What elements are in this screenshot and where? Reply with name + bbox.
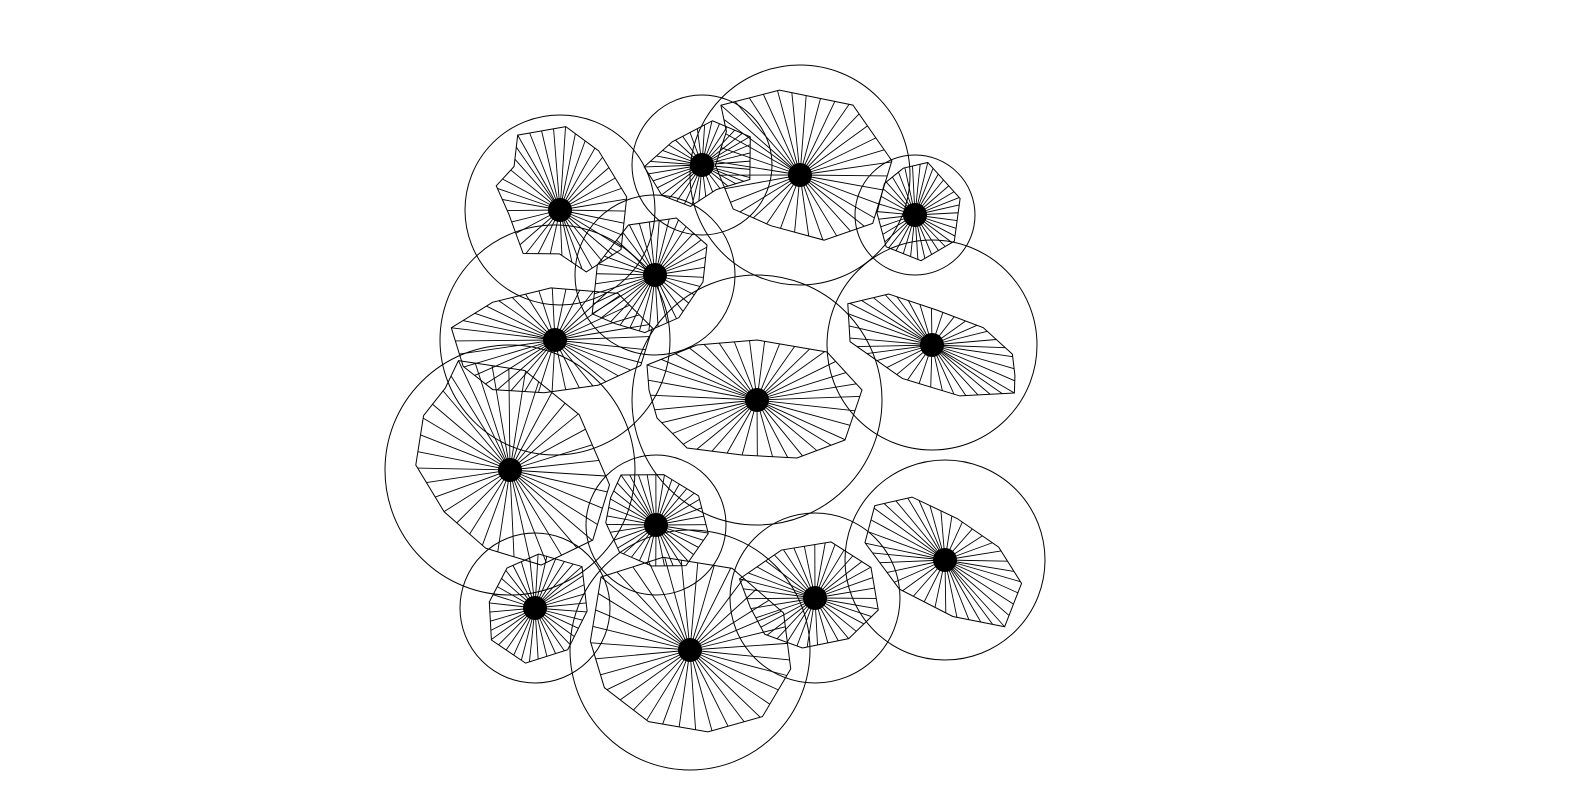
leaf-ray — [620, 650, 690, 700]
leaf-ray — [510, 470, 514, 557]
leaf-ray — [510, 470, 546, 563]
leaf-ray — [421, 435, 510, 470]
leaf-ray — [681, 560, 690, 650]
leaf-ray — [633, 650, 690, 710]
leaf-ray — [510, 470, 592, 540]
leaf-ray — [800, 104, 849, 175]
leaf-ray — [800, 175, 887, 176]
leaf-ray — [757, 400, 850, 425]
leaf-0 — [465, 115, 655, 305]
leaf-ray — [509, 368, 510, 470]
leaf-ray — [932, 345, 1014, 393]
leaf-center — [788, 163, 812, 187]
leaf-ray — [690, 650, 760, 717]
leaf-ray — [426, 470, 510, 483]
leaf-ray — [443, 391, 510, 470]
leaf-center — [920, 333, 944, 357]
leaf-ray — [690, 650, 770, 704]
leaf-7 — [440, 225, 670, 455]
leaf-ray — [475, 313, 555, 340]
leaf-ray — [650, 395, 757, 400]
leaf-ray — [690, 650, 712, 731]
leaf-ray — [690, 650, 744, 722]
leaf-ray — [423, 418, 510, 470]
geometric-diagram — [0, 0, 1573, 805]
leaf-11 — [570, 530, 810, 770]
leaf-ray — [683, 400, 757, 444]
leaf-center — [523, 596, 547, 620]
leaf-8 — [385, 345, 635, 595]
leaf-ray — [555, 337, 650, 340]
leaf-ray — [661, 359, 757, 400]
leaf-ray — [433, 404, 510, 470]
leaf-ray — [510, 470, 577, 548]
leaf-ray — [510, 445, 592, 470]
leaf-ray — [792, 93, 800, 175]
leaf-ray — [510, 470, 530, 562]
leaf-10 — [460, 533, 610, 683]
leaf-center — [498, 458, 522, 482]
leaf-ray — [757, 400, 845, 440]
leaf-center — [690, 153, 714, 177]
leaf-ray — [945, 560, 1013, 604]
leaf-center — [644, 513, 668, 537]
leaf-ray — [675, 354, 757, 400]
leaf-ray — [596, 650, 690, 659]
leaf-ray — [510, 403, 565, 470]
leaf-ray — [690, 650, 790, 660]
leaf-ray — [510, 470, 562, 555]
leaf-13 — [845, 460, 1045, 660]
leaf-9 — [586, 455, 726, 595]
leaf-center — [745, 388, 769, 412]
leaf-ray — [655, 400, 757, 410]
leaf-ray — [510, 470, 597, 524]
leaf-ray — [598, 593, 690, 650]
leaf-ray — [485, 340, 555, 384]
leaf-ray — [510, 470, 602, 508]
leaf-ray — [690, 611, 781, 650]
leaf-ray — [555, 340, 646, 350]
leaf-4 — [827, 240, 1037, 450]
leaf-ray — [458, 361, 510, 470]
leaf-ray — [757, 361, 836, 400]
leaf-ray — [800, 126, 867, 175]
leaf-ray — [757, 373, 846, 400]
leaf-ray — [510, 414, 578, 470]
leaf-ray — [690, 650, 728, 726]
leaf-ray — [418, 468, 510, 470]
leaf-ray — [724, 120, 800, 175]
leaf-center — [803, 586, 827, 610]
leaf-center — [543, 328, 567, 352]
leaf-ray — [757, 396, 860, 400]
leaf-center — [548, 198, 572, 222]
leaf-ray — [455, 340, 555, 341]
leaf-ray — [932, 345, 1014, 369]
leaf-center — [678, 638, 702, 662]
leaf-center — [933, 548, 957, 572]
leaf-ray — [510, 460, 599, 470]
leaf-ray — [555, 340, 631, 370]
leaf-ray — [418, 452, 510, 470]
leaf-1 — [632, 95, 772, 235]
leaf-center — [903, 203, 927, 227]
leaf-12 — [730, 513, 900, 683]
